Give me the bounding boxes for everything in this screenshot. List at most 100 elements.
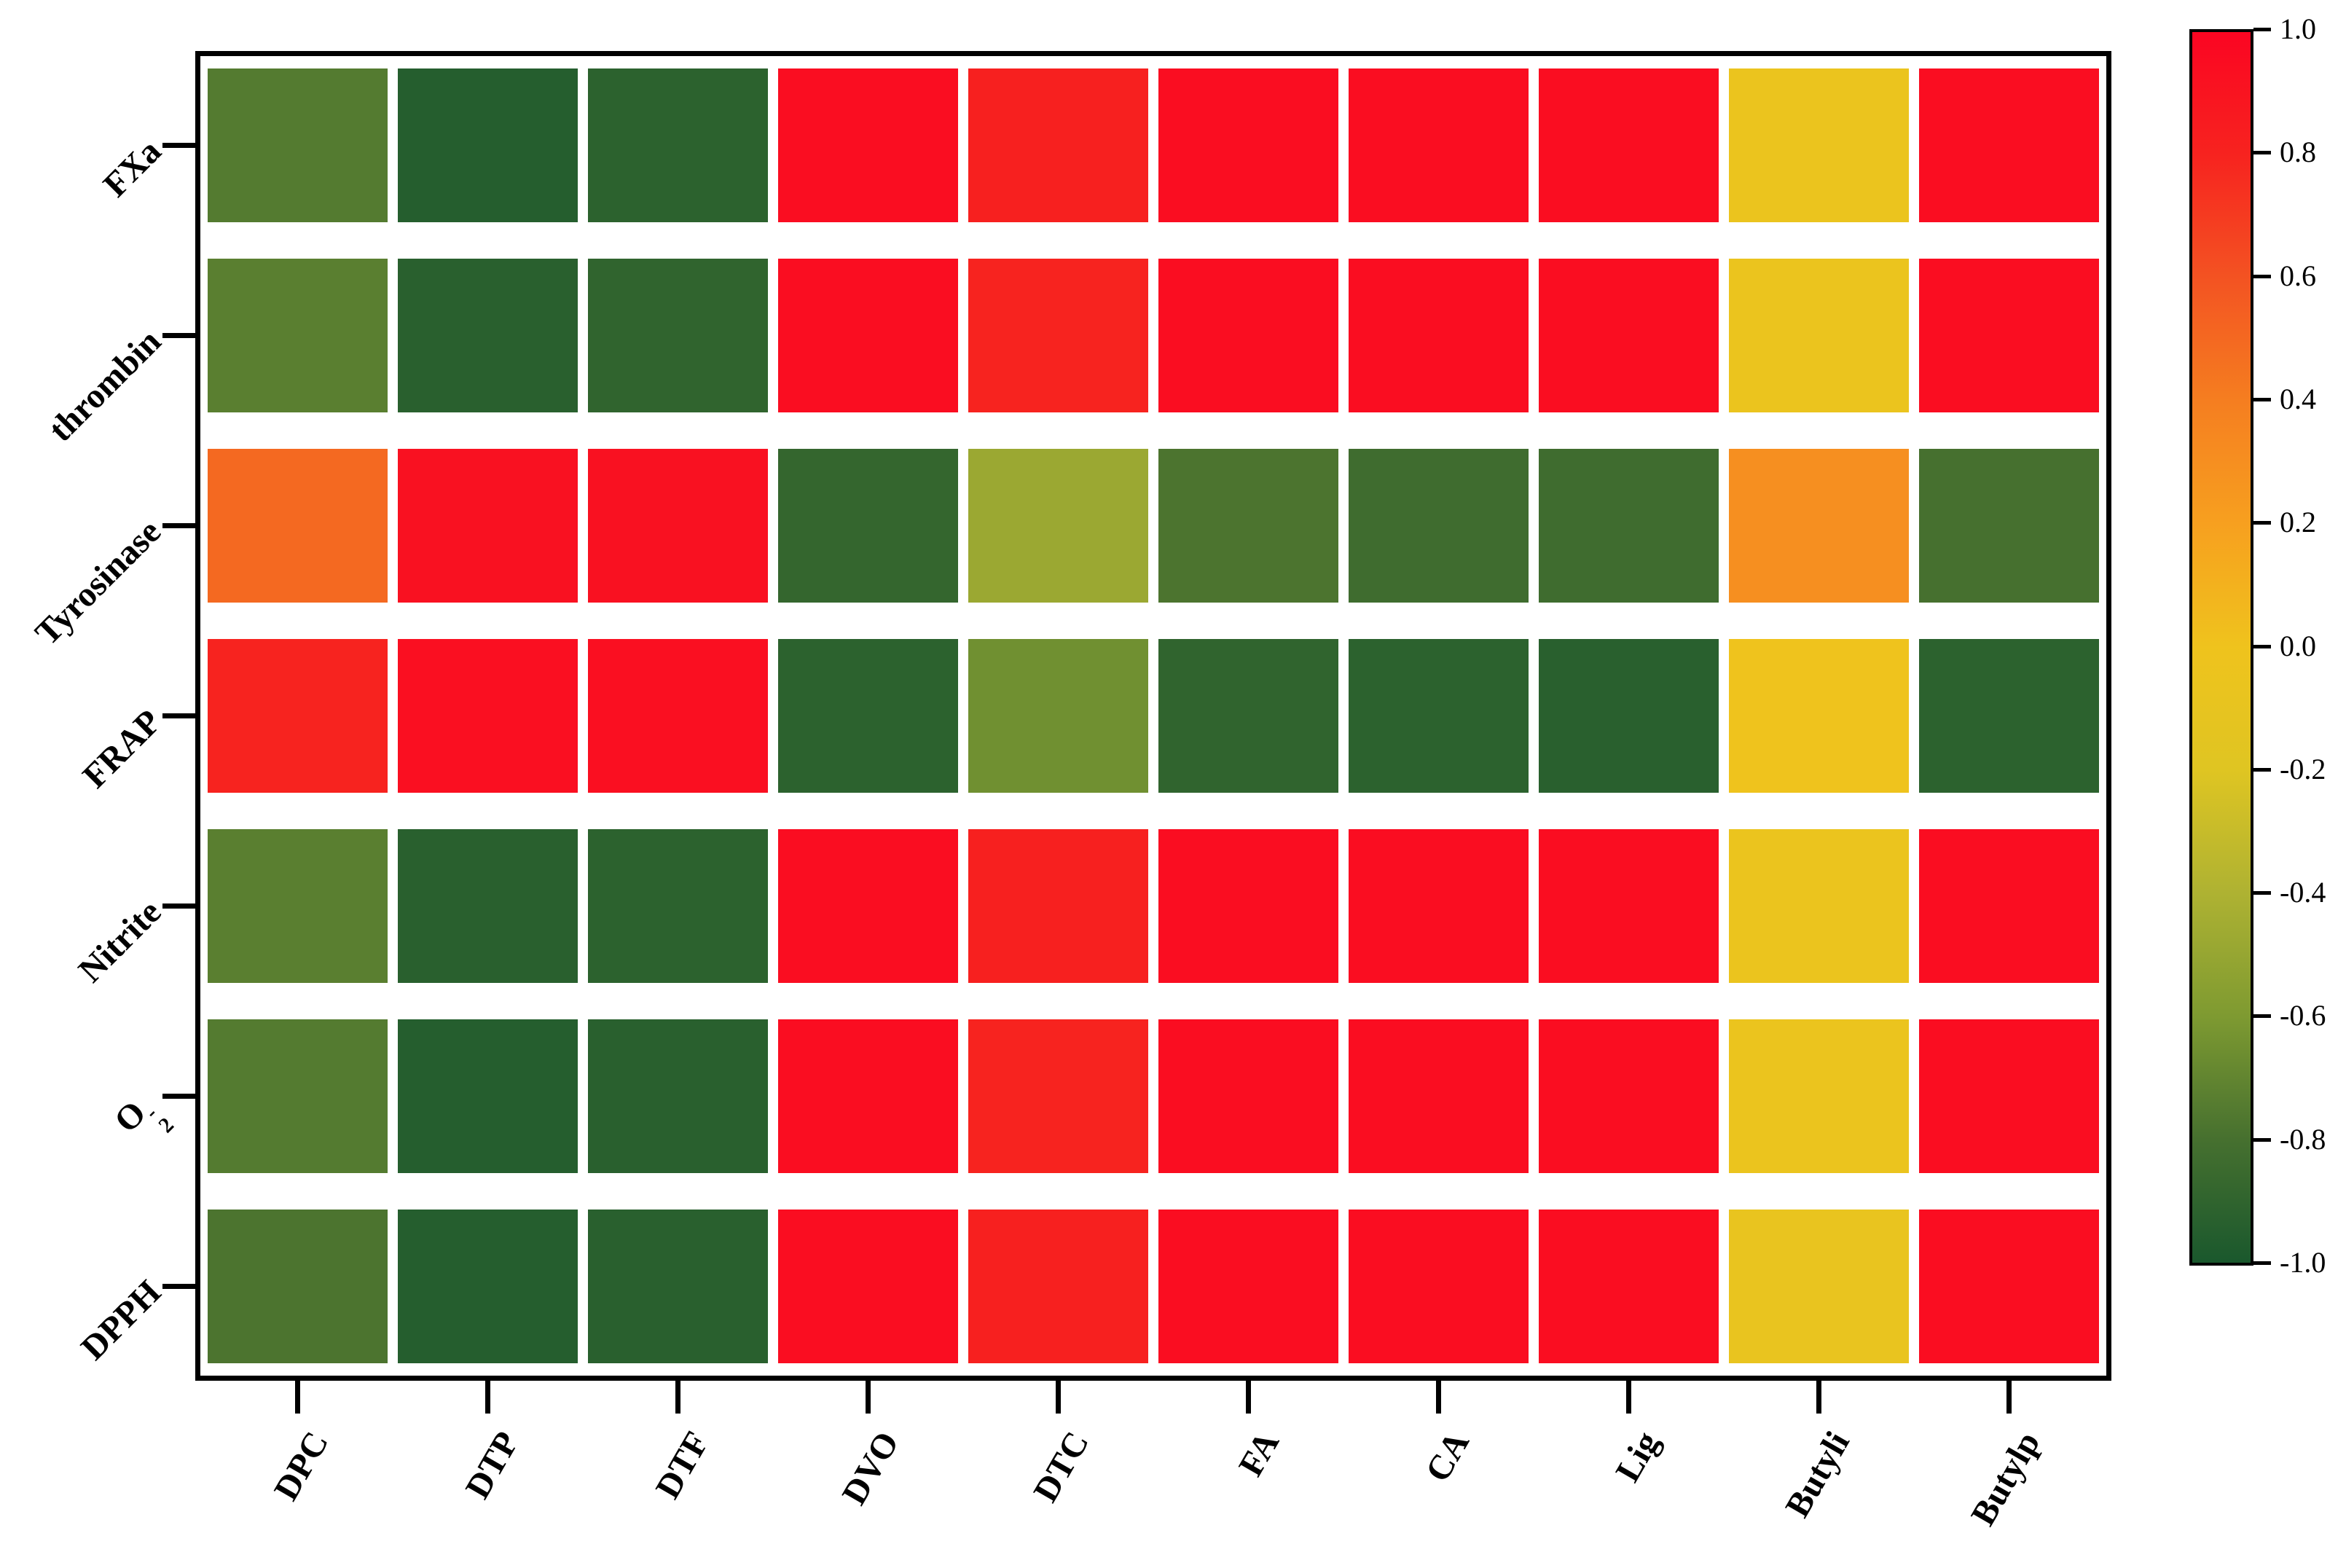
heatmap-cell	[1539, 829, 1719, 983]
heatmap-cell	[398, 639, 578, 793]
y-axis-tick	[162, 1094, 195, 1099]
y-axis-label: FRAP	[74, 700, 170, 797]
y-axis-label: Nitrite	[70, 890, 171, 992]
colorbar-tick-label: -0.6	[2280, 999, 2326, 1032]
heatmap-cell	[1349, 259, 1529, 412]
heatmap-cell	[1729, 1210, 1909, 1363]
heatmap-cell	[398, 68, 578, 222]
heatmap-cell	[398, 449, 578, 603]
colorbar-tick-label: 0.4	[2280, 382, 2316, 415]
y-axis-label: FXa	[95, 130, 171, 206]
heatmap-cell	[208, 1210, 388, 1363]
colorbar	[2189, 29, 2253, 1266]
heatmap-cell	[968, 1019, 1148, 1173]
heatmap-cell	[588, 1019, 768, 1173]
x-axis-label: DTF	[648, 1425, 717, 1505]
heatmap-cell	[968, 259, 1148, 412]
colorbar-tick	[2253, 151, 2271, 155]
x-axis-tick	[1816, 1381, 1821, 1414]
heatmap-cell	[398, 259, 578, 412]
heatmap-cell	[398, 829, 578, 983]
heatmap-cell	[1539, 259, 1719, 412]
colorbar-tick	[2253, 274, 2271, 278]
heatmap-cell	[1539, 68, 1719, 222]
y-axis-tick	[162, 903, 195, 909]
row-label-text: Tyrosinase	[28, 511, 169, 653]
heatmap-cell	[208, 639, 388, 793]
y-axis-label: thrombin	[40, 320, 170, 450]
heatmap-cell	[1729, 1019, 1909, 1173]
heatmap-cell	[1729, 639, 1909, 793]
heatmap-cell	[1349, 68, 1529, 222]
heatmap-cell	[1158, 1019, 1338, 1173]
heatmap-cell	[1539, 1019, 1719, 1173]
heatmap-cell	[1919, 1019, 2099, 1173]
colorbar-tick-label: 0.2	[2280, 506, 2316, 539]
heatmap-cell	[1349, 449, 1529, 603]
heatmap-cell	[1158, 68, 1338, 222]
heatmap-cell	[968, 449, 1148, 603]
colorbar-tick-label: -1.0	[2280, 1246, 2326, 1279]
heatmap-cell	[968, 829, 1148, 983]
colorbar-tick-label: 0.0	[2280, 629, 2316, 662]
x-axis-label: DTC	[1026, 1425, 1097, 1509]
colorbar-tick-label: 0.6	[2280, 259, 2316, 292]
x-axis-label: Lig	[1608, 1425, 1668, 1489]
heatmap-cell	[778, 1210, 958, 1363]
heatmap-cell	[1539, 449, 1719, 603]
heatmap-cell	[778, 829, 958, 983]
heatmap-cell	[208, 449, 388, 603]
heatmap-cell	[398, 1019, 578, 1173]
row-label-text: thrombin	[41, 321, 169, 449]
heatmap-cell	[968, 68, 1148, 222]
heatmap-cell	[398, 1210, 578, 1363]
heatmap-cell	[1158, 449, 1338, 603]
x-axis-label: DTP	[458, 1425, 527, 1505]
colorbar-tick	[2253, 1014, 2271, 1019]
heatmap-cell	[778, 449, 958, 603]
heatmap-cell	[1729, 449, 1909, 603]
colorbar-tick	[2253, 891, 2271, 895]
heatmap-cell	[968, 1210, 1148, 1363]
heatmap-cell	[778, 639, 958, 793]
heatmap-cell	[588, 68, 768, 222]
x-axis-tick	[485, 1381, 490, 1414]
x-axis-label: FA	[1231, 1425, 1287, 1483]
heatmap-cell	[1919, 829, 2099, 983]
colorbar-tick	[2253, 644, 2271, 648]
heatmap-cell	[1349, 1019, 1529, 1173]
row-label-text: FXa	[95, 131, 169, 205]
heatmap-cell	[1349, 639, 1529, 793]
heatmap-cell	[1539, 639, 1719, 793]
heatmap-cell	[1349, 829, 1529, 983]
colorbar-tick	[2253, 521, 2271, 525]
colorbar-tick	[2253, 1137, 2271, 1142]
colorbar-tick-label: -0.4	[2280, 876, 2326, 909]
row-label-text: O	[107, 1093, 154, 1140]
heatmap-cell	[1919, 68, 2099, 222]
x-axis-label: CA	[1418, 1425, 1478, 1489]
y-axis-label: Tyrosinase	[27, 510, 171, 654]
colorbar-tick-label: -0.2	[2280, 752, 2326, 785]
x-axis-label: Butylp	[1963, 1425, 2048, 1532]
heatmap-cell	[1919, 449, 2099, 603]
colorbar-tick-label: 0.8	[2280, 136, 2316, 169]
x-axis-tick	[1436, 1381, 1441, 1414]
heatmap-cell	[588, 449, 768, 603]
x-axis-tick	[1246, 1381, 1251, 1414]
heatmap-cell	[208, 68, 388, 222]
heatmap-cell	[1919, 639, 2099, 793]
y-axis-tick	[162, 713, 195, 718]
heatmap-cell	[968, 639, 1148, 793]
heatmap-cell	[588, 1210, 768, 1363]
colorbar-tick	[2253, 767, 2271, 772]
heatmap-cell	[1349, 1210, 1529, 1363]
heatmap-cell	[1919, 259, 2099, 412]
row-label-text: FRAP	[75, 702, 169, 796]
heatmap-cell	[208, 1019, 388, 1173]
heatmap-cell	[1158, 1210, 1338, 1363]
y-axis-tick	[162, 143, 195, 148]
heatmap-cell	[778, 68, 958, 222]
x-axis-label: DPC	[266, 1425, 337, 1507]
heatmap-cell	[1919, 1210, 2099, 1363]
